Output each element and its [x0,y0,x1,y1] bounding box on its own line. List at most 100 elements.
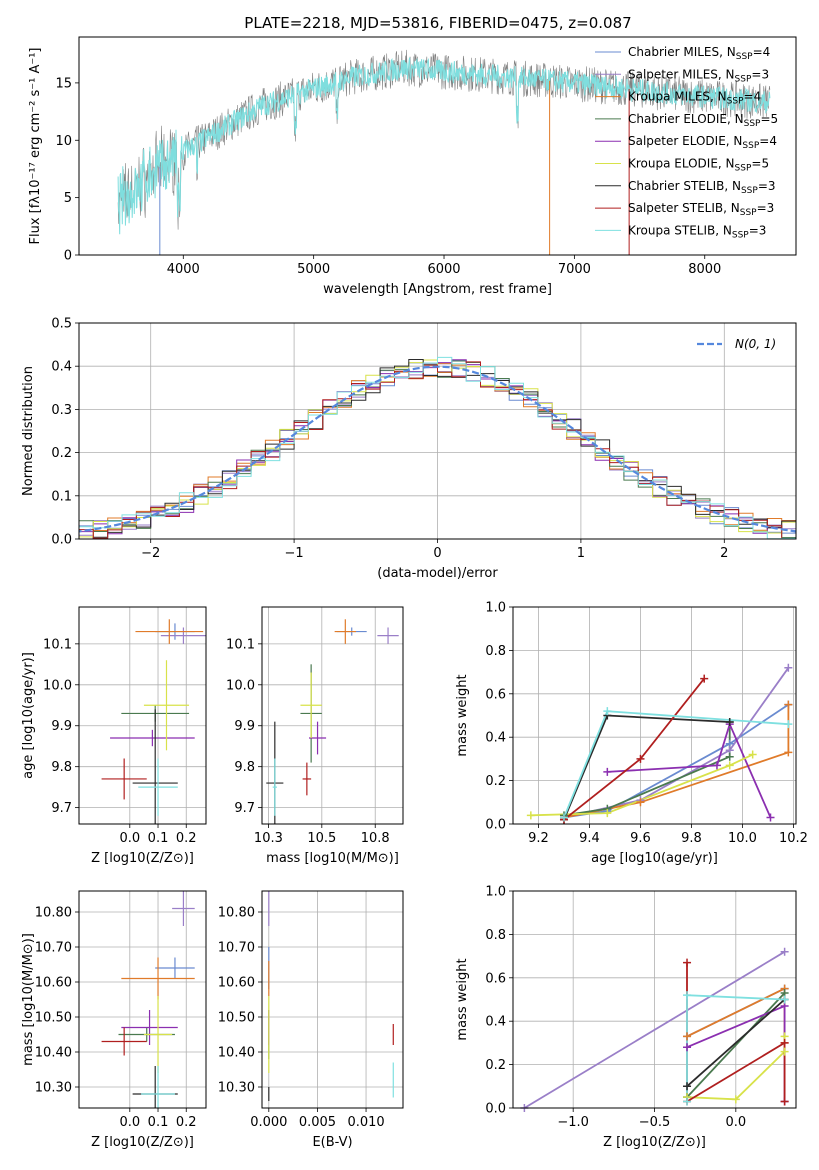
x-tick-label: 2 [720,546,728,561]
y-tick-label: 1.0 [485,885,506,900]
histogram-series-8 [79,356,796,539]
y-tick-label: 15 [55,76,72,91]
mass-weight-line-3 [563,722,731,817]
x-tick-label: 9.8 [681,831,702,846]
y-tick-label: 0.8 [485,928,506,943]
legend-suffix: =3 [757,201,775,215]
legend-suffix: =4 [744,90,762,104]
x-tick-label: 9.4 [579,831,600,846]
x-tick-label: 5000 [297,262,330,277]
x-tick-label: 10.0 [728,831,757,846]
x-axis-label: age [log10(age/yr)] [591,851,718,866]
y-tick-label: 0.4 [51,360,72,375]
mass-weight-marker [603,809,612,818]
y-tick-label: 0.4 [485,1015,506,1030]
x-tick-label: 0.0 [119,1115,140,1130]
plot-area-age_vs_Z [101,619,206,824]
mass-weight-marker [784,748,793,757]
mass-weight-line-6 [686,998,786,1087]
plot-area-spectrum [117,49,771,255]
mass-weight-marker [603,767,612,776]
mass-weight-marker [683,1097,692,1106]
mass-weight-line-3 [686,992,786,1098]
x-tick-label: 0.000 [250,1115,287,1130]
mass-weight-marker [683,958,692,967]
panel-age_vs_Z: 0.0 0.1 0.2 9.7 9.8 9.9 10.0 10.1 Z [log10(Z/Z⊙)… [21,606,207,866]
mass-weight-marker [748,750,757,759]
y-tick-label: 9.7 [51,801,72,816]
y-tick-label: 10.50 [35,1011,72,1026]
mass-weight-line-1 [523,951,786,1108]
y-tick-label: 0.1 [51,489,72,504]
x-tick-label: 10.3 [254,831,283,846]
y-tick-label: 10.80 [35,906,72,921]
x-tick-label: 7000 [558,262,591,277]
y-axis-label: mass weight [455,958,470,1040]
spectrum-model-line [117,57,771,235]
y-tick-label: 1.0 [485,601,506,616]
x-tick-label: 10.2 [779,831,808,846]
x-axis-label: E(B-V) [312,1135,352,1150]
x-tick-label: 8000 [688,262,721,277]
y-tick-label: 0.0 [51,533,72,548]
plot-area-mass_weight_vs_Z [523,951,786,1108]
x-tick-label: −2 [141,546,160,561]
histogram-series-6 [79,359,796,539]
axes-frame [78,606,207,825]
mass-weight-marker [725,761,734,770]
y-axis-label: age [log10(age/yr)] [21,652,36,779]
mass-weight-marker [725,718,734,727]
legend-subscript: SSP [735,164,752,174]
mass-weight-marker [683,991,692,1000]
legend-label-7: Salpeter STELIB, NSSP=3 [628,201,774,218]
x-tick-label: 9.2 [528,831,549,846]
y-tick-label: 9.9 [51,719,72,734]
legend-label-8: Kroupa STELIB, NSSP=3 [628,223,766,240]
y-tick-label: 10.60 [218,976,255,991]
mass-weight-marker [766,813,775,822]
x-axis-label: mass [log10(M/M⊙)] [266,851,399,866]
mass-weight-marker [780,1038,789,1047]
normal-curve [79,365,796,533]
legend-subscript: SSP [742,141,759,151]
panel-spectrum: 4000 5000 6000 7000 8000 0 5 10 15 wavelength [An… [28,36,797,297]
x-tick-label: −1 [285,546,304,561]
x-tick-label: 0 [433,546,441,561]
axes-frame [512,890,797,1109]
mass-weight-marker [636,798,645,807]
y-tick-label: 10.30 [35,1081,72,1096]
mass-weight-marker [683,1032,692,1041]
mass-weight-marker [780,1047,789,1056]
y-axis-label: mass weight [455,674,470,756]
x-tick-label: 0.2 [176,1115,197,1130]
y-tick-label: 10.0 [43,678,72,693]
panel-residuals: −2 −1 0 1 2 0.0 0.1 0.2 0.3 0.4 0.5 (data-model)/er… [21,317,797,581]
y-axis-label: mass [log10(M/M⊙)] [21,933,36,1066]
y-tick-label: 9.7 [234,801,255,816]
plot-area-mass_vs_Z [101,891,195,1108]
y-tick-label: 9.9 [234,719,255,734]
legend-subscript: SSP [741,186,758,196]
legend-label-3: Chabrier ELODIE, NSSP=5 [628,112,778,129]
y-axis-label: Flux [fλ10⁻¹⁷ erg cm⁻² s⁻¹ A⁻¹] [28,48,43,245]
legend-subscript: SSP [740,208,757,218]
figure-title: PLATE=2218, MJD=53816, FIBERID=0475, z=0… [244,14,631,32]
mass-weight-marker [683,1082,692,1091]
y-tick-label: 10.1 [226,637,255,652]
x-tick-label: 1 [577,546,585,561]
legend-suffix: =3 [751,67,769,81]
panel-mass_weight_vs_age: 9.2 9.4 9.6 9.8 10.0 10.2 0.0 0.2 0.4 0.6 0.8 1.0 ag… [455,601,808,867]
x-tick-label: −1.0 [557,1115,589,1130]
y-tick-label: 0.2 [485,1058,506,1073]
normal-legend-label: N(0, 1) [735,337,776,351]
legend-label-4: Salpeter ELODIE, NSSP=4 [628,134,777,151]
y-tick-label: 10.40 [35,1046,72,1061]
legend-suffix: =3 [758,179,776,193]
axes-frame [78,322,797,540]
x-axis-label: Z [log10(Z/Z⊙)] [91,1135,194,1150]
x-tick-label: 0.1 [148,831,169,846]
legend-label-1: Salpeter MILES, NSSP=3 [628,67,769,84]
mass-weight-marker [784,700,793,709]
y-tick-label: 10.70 [218,941,255,956]
